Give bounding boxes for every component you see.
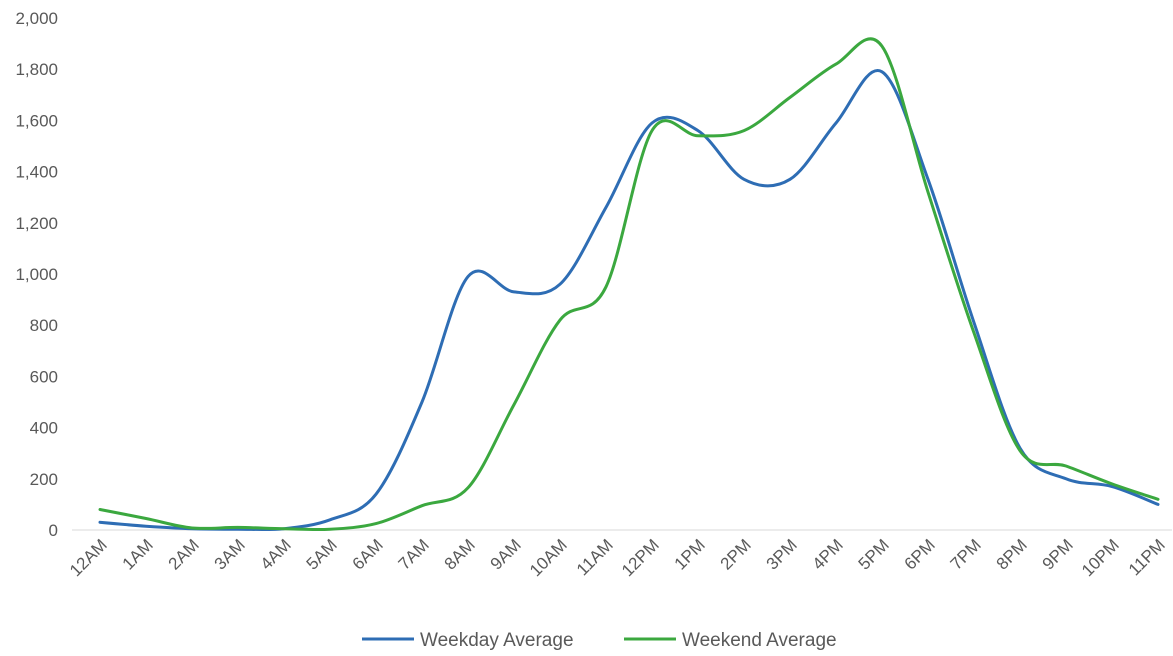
x-tick-label: 9PM [1039,535,1077,573]
x-tick-label: 2PM [717,535,755,573]
x-tick-label: 1AM [119,535,157,573]
x-tick-label: 5AM [303,535,341,573]
x-tick-label: 9AM [487,535,525,573]
x-tick-label: 5PM [855,535,893,573]
y-tick-label: 600 [30,367,58,386]
x-tick-label: 12PM [618,535,663,580]
x-tick-label: 10AM [526,535,571,580]
x-tick-label: 4PM [809,535,847,573]
x-tick-label: 2AM [165,535,203,573]
y-tick-label: 200 [30,470,58,489]
y-tick-label: 800 [30,316,58,335]
y-tick-label: 2,000 [15,9,58,28]
x-tick-label: 11AM [573,535,617,579]
y-axis-tick-labels: 0 200 400 600 800 1,000 1,200 1,400 1,600 1,800 2,… [15,9,58,540]
y-tick-label: 1,000 [15,265,58,284]
x-tick-label: 6AM [349,535,387,573]
series-lines [98,37,1160,532]
x-tick-label: 4AM [257,535,295,573]
x-tick-label: 1PM [671,535,709,573]
series-line-weekday-average [98,69,1160,532]
x-tick-label: 8PM [993,535,1031,573]
y-tick-label: 1,400 [15,163,58,182]
legend-label-weekday-average: Weekday Average [420,630,574,651]
x-tick-label: 10PM [1078,535,1123,580]
x-tick-label: 7AM [395,535,433,573]
x-tick-label: 12AM [66,535,111,580]
x-tick-label: 3AM [211,535,249,573]
y-tick-label: 1,600 [15,111,58,130]
legend-label-weekend-average: Weekend Average [682,630,837,651]
x-tick-label: 3PM [763,535,801,573]
x-axis-tick-labels: 12AM 1AM 2AM 3AM 4AM 5AM 6AM 7AM 8AM 9AM 10AM 11AM 1… [66,535,1169,580]
legend: Weekday Average Weekend Average [362,630,837,651]
y-tick-label: 1,200 [15,214,58,233]
x-tick-label: 11PM [1125,535,1169,579]
x-tick-label: 6PM [901,535,939,573]
y-tick-label: 400 [30,419,58,438]
y-tick-label: 1,800 [15,60,58,79]
x-tick-label: 8AM [441,535,479,573]
series-line-weekend-average [98,37,1160,532]
x-tick-label: 7PM [947,535,985,573]
y-tick-label: 0 [49,521,58,540]
